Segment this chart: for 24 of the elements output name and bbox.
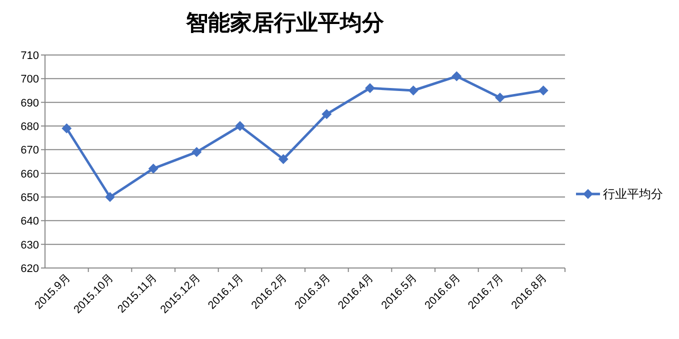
y-tick-label: 710 — [20, 50, 39, 62]
point — [235, 121, 245, 131]
point — [495, 92, 505, 103]
y-tick-label: 640 — [20, 216, 39, 228]
point — [62, 123, 72, 134]
y-tick-label: 700 — [20, 74, 39, 86]
point — [148, 164, 158, 174]
point — [408, 86, 418, 96]
y-tick-label: 650 — [20, 192, 39, 204]
y-tick-label: 680 — [20, 121, 39, 133]
y-tick-label: 690 — [20, 97, 39, 110]
y-tick-label: 660 — [20, 168, 39, 180]
point — [365, 83, 375, 94]
point — [322, 109, 332, 120]
point — [105, 192, 115, 202]
chart-title: 智能家居行业平均分 — [185, 10, 385, 35]
point — [278, 154, 288, 164]
y-tick-label: 630 — [20, 239, 39, 252]
point — [452, 71, 462, 82]
point — [538, 86, 548, 96]
y-tick-label: 670 — [20, 144, 39, 157]
point — [192, 147, 202, 158]
legend-label: 行业平均分 — [603, 187, 663, 201]
y-tick-label: 620 — [20, 263, 39, 275]
